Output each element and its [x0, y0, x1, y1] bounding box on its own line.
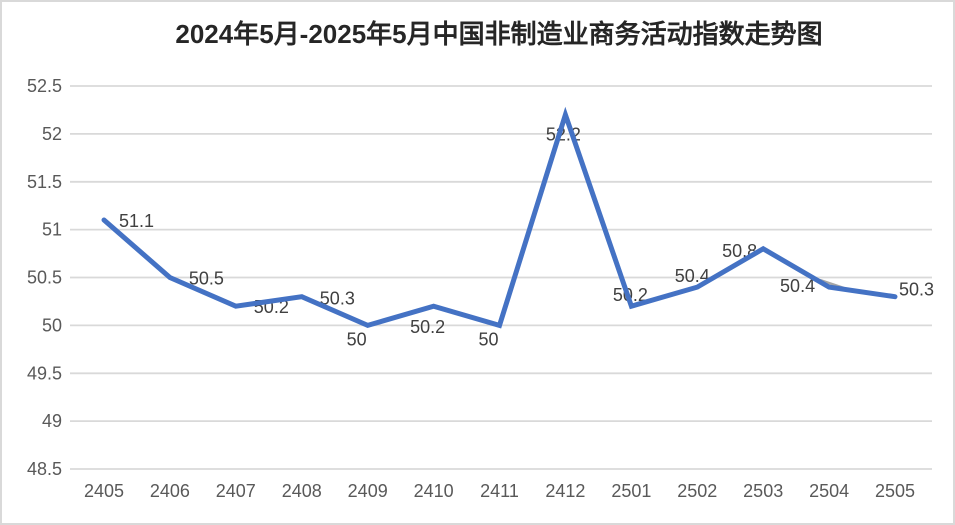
data-label: 50.5: [189, 269, 224, 289]
data-label: 50.3: [320, 289, 355, 309]
series-line: [101, 106, 898, 329]
x-axis-tick-label: 2410: [414, 481, 454, 501]
x-axis-tick-label: 2503: [743, 481, 783, 501]
x-axis-tick-label: 2407: [216, 481, 256, 501]
y-axis-tick-label: 52.5: [27, 76, 62, 96]
data-label: 50.2: [613, 285, 648, 305]
y-axis-tick-label: 51: [42, 220, 62, 240]
data-label: 50: [478, 329, 498, 349]
x-axis-tick-label: 2504: [809, 481, 849, 501]
x-axis-tick-label: 2412: [545, 481, 585, 501]
x-axis-tick-label: 2502: [677, 481, 717, 501]
data-label: 50.4: [780, 276, 815, 296]
y-axis-tick-label: 49: [42, 411, 62, 431]
data-label: 50.3: [899, 280, 934, 300]
x-axis-tick-label: 2405: [84, 481, 124, 501]
y-axis-tick-label: 52: [42, 124, 62, 144]
data-label: 50.2: [410, 317, 445, 337]
x-axis-tick-label: 2501: [611, 481, 651, 501]
y-axis-tick-label: 51.5: [27, 172, 62, 192]
chart-title: 2024年5月-2025年5月中国非制造业商务活动指数走势图: [175, 19, 823, 49]
x-axis-tick-label: 2408: [282, 481, 322, 501]
y-axis-tick-label: 48.5: [27, 459, 62, 479]
data-label: 50: [347, 329, 367, 349]
y-axis-tick-label: 50.5: [27, 268, 62, 288]
x-axis-tick-label: 2406: [150, 481, 190, 501]
data-label: 51.1: [119, 211, 154, 231]
x-axis-tick-label: 2409: [348, 481, 388, 501]
y-axis-tick-label: 49.5: [27, 363, 62, 383]
data-label: 50.4: [675, 266, 710, 286]
x-axis-tick-label: 2505: [875, 481, 915, 501]
y-axis-tick-label: 50: [42, 315, 62, 335]
x-axis-tick-label: 2411: [480, 481, 519, 501]
